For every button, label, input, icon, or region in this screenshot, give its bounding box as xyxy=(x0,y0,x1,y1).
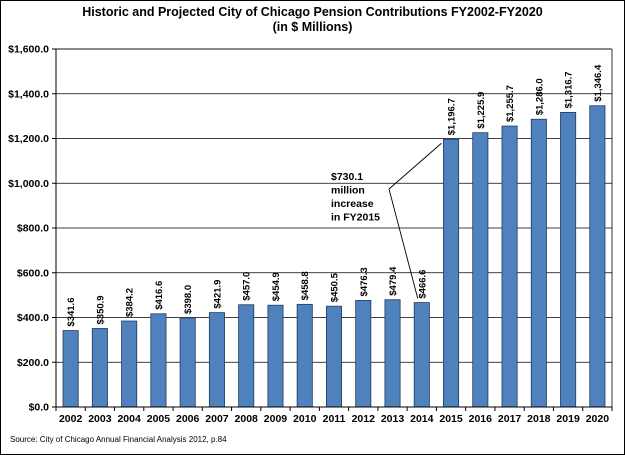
x-tick-label: 2003 xyxy=(88,413,112,425)
bar-2009 xyxy=(267,304,284,408)
data-label: $476.3 xyxy=(359,267,370,296)
data-label: $421.9 xyxy=(212,280,223,309)
bar-2011 xyxy=(325,305,343,408)
y-tick-label: $200.0 xyxy=(17,357,49,369)
bar-2014 xyxy=(413,302,430,408)
data-label: $1,346.4 xyxy=(593,64,604,102)
bar-2007 xyxy=(208,312,225,408)
annotation-leader-2015 xyxy=(388,142,442,190)
data-label: $454.9 xyxy=(271,272,282,301)
data-label: $1,316.7 xyxy=(564,71,575,108)
data-label: $416.6 xyxy=(154,281,165,310)
y-tick-label: $0.0 xyxy=(29,402,50,414)
x-tick-label: 2016 xyxy=(469,413,493,425)
annotation-leader-2014 xyxy=(388,188,419,299)
y-tick-label: $800.0 xyxy=(17,223,49,235)
data-label: $457.0 xyxy=(242,272,253,301)
bar-2018 xyxy=(530,118,547,408)
x-tick-label: 2009 xyxy=(264,413,288,425)
x-tick-label: 2006 xyxy=(176,413,200,425)
data-label: $384.2 xyxy=(125,288,136,317)
x-tick-label: 2018 xyxy=(527,413,551,425)
x-tick-label: 2013 xyxy=(381,413,405,425)
data-label: $450.5 xyxy=(330,272,341,302)
x-tick-label: 2015 xyxy=(439,413,463,425)
bar-2012 xyxy=(355,300,372,408)
data-label: $398.0 xyxy=(183,285,194,314)
data-label: $1,286.0 xyxy=(534,78,545,115)
data-label: $466.6 xyxy=(417,270,428,299)
x-tick-label: 2020 xyxy=(586,413,610,425)
bar-2010 xyxy=(296,303,313,408)
chart-subtitle: (in $ Millions) xyxy=(272,20,353,34)
x-axis: 2002 2003 2004 2005 2006 2007 2008 2009 2010 2011… xyxy=(55,406,613,425)
x-tick-label: 2005 xyxy=(147,413,171,425)
data-label: $458.8 xyxy=(300,271,311,300)
data-label: $1,225.9 xyxy=(476,92,487,129)
data-label: $1,196.7 xyxy=(447,98,458,135)
data-labels: $341.6 $350.9 $384.2 $416.6 $398.0 $421.9 $457… xyxy=(66,64,604,327)
annotation-text: million xyxy=(331,185,365,197)
x-tick-label: 2014 xyxy=(410,413,434,425)
bar-2015 xyxy=(443,138,460,408)
x-tick-label: 2010 xyxy=(293,413,317,425)
chart-title-block: Historic and Projected City of Chicago P… xyxy=(0,5,625,35)
x-tick-label: 2012 xyxy=(352,413,376,425)
x-tick-label: 2008 xyxy=(235,413,259,425)
y-tick-label: $1,200.0 xyxy=(8,133,49,145)
x-tick-label: 2019 xyxy=(556,413,580,425)
bar-2002 xyxy=(62,330,79,408)
source-note: Source: City of Chicago Annual Financial… xyxy=(10,435,227,444)
bar-2019 xyxy=(560,111,577,408)
data-label: $1,255.7 xyxy=(505,85,516,122)
data-label: $341.6 xyxy=(66,298,77,327)
bars xyxy=(62,105,606,408)
x-tick-label: 2002 xyxy=(59,413,83,425)
data-label: $479.4 xyxy=(388,266,399,296)
bar-2016 xyxy=(472,132,489,408)
bar-2017 xyxy=(501,125,518,408)
x-tick-label: 2017 xyxy=(498,413,522,425)
annotation-text: in FY2015 xyxy=(331,212,380,224)
bar-2020 xyxy=(589,105,606,408)
x-tick-label: 2007 xyxy=(205,413,229,425)
bar-2008 xyxy=(238,304,255,408)
y-tick-label: $600.0 xyxy=(17,267,49,279)
y-tick-label: $1,400.0 xyxy=(8,88,49,100)
bar-2013 xyxy=(384,299,401,408)
y-tick-label: $1,600.0 xyxy=(8,44,49,56)
chart-title: Historic and Projected City of Chicago P… xyxy=(82,5,543,19)
x-tick-label: 2004 xyxy=(117,413,141,425)
gridlines xyxy=(56,48,613,407)
y-axis: $0.0 $200.0 $400.0 $600.0 $800.0 $1,000.0 $1,2… xyxy=(8,44,57,414)
y-tick-label: $1,000.0 xyxy=(8,178,49,190)
bar-2005 xyxy=(150,313,167,408)
annotation-text: increase xyxy=(331,198,374,210)
x-tick-label: 2011 xyxy=(323,413,346,425)
bar-2006 xyxy=(179,317,196,408)
bar-2004 xyxy=(121,320,138,408)
bar-2003 xyxy=(91,328,108,408)
y-tick-label: $400.0 xyxy=(17,312,49,324)
annotation-text: $730.1 xyxy=(331,171,363,183)
data-label: $350.9 xyxy=(95,295,106,324)
